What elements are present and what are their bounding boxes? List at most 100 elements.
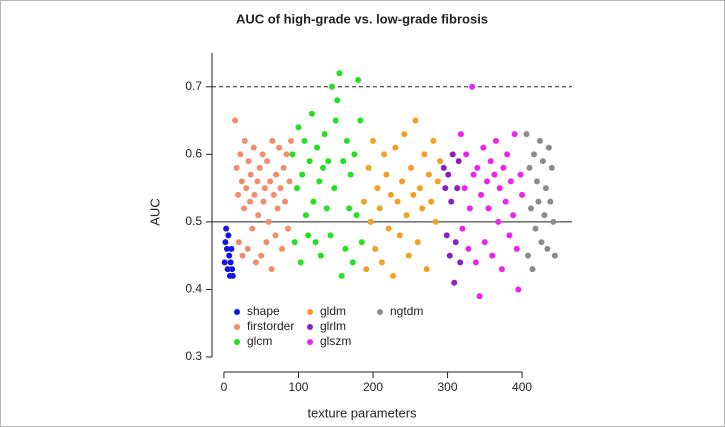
y-tick-label: 0.5	[185, 214, 202, 228]
point	[302, 212, 309, 219]
point	[547, 198, 554, 205]
point	[365, 164, 372, 171]
point	[445, 171, 452, 178]
point	[517, 171, 524, 178]
point	[466, 205, 473, 212]
point	[480, 144, 487, 151]
point	[285, 225, 292, 232]
x-tick-label: 400	[512, 380, 532, 394]
point	[235, 239, 242, 246]
point	[279, 245, 286, 252]
point	[428, 198, 435, 205]
point	[511, 131, 518, 138]
point	[369, 137, 376, 144]
legend-label: glcm	[247, 334, 272, 348]
point	[255, 212, 262, 219]
point	[502, 198, 509, 205]
point	[459, 225, 466, 232]
legend-label: shape	[247, 304, 280, 318]
point	[485, 205, 492, 212]
point	[238, 178, 245, 185]
point	[449, 151, 456, 158]
point	[452, 239, 459, 246]
point	[538, 239, 545, 246]
point	[276, 144, 283, 151]
point	[353, 212, 360, 219]
point	[416, 185, 423, 192]
point	[261, 185, 268, 192]
point	[252, 259, 259, 266]
point	[282, 198, 289, 205]
point	[363, 266, 370, 273]
point	[351, 151, 358, 158]
point	[306, 158, 313, 165]
point	[293, 185, 300, 192]
point	[387, 191, 394, 198]
legend-label: firstorder	[247, 319, 294, 333]
point	[254, 178, 261, 185]
point	[432, 218, 439, 225]
point	[396, 232, 403, 239]
legend-label: gldm	[320, 304, 346, 318]
legend-label: glrlm	[320, 319, 346, 333]
point	[226, 252, 233, 259]
point	[323, 205, 330, 212]
point	[249, 225, 256, 232]
point	[523, 131, 530, 138]
point	[329, 83, 335, 90]
point	[504, 151, 511, 158]
point	[270, 191, 277, 198]
point	[498, 266, 505, 273]
point	[492, 137, 499, 144]
point	[401, 131, 408, 138]
point	[243, 185, 250, 192]
point	[454, 185, 461, 192]
chart-title: AUC of high-grade vs. low-grade fibrosis	[236, 11, 488, 26]
point	[372, 245, 379, 252]
point	[423, 266, 430, 273]
y-axis-label: AUC	[147, 198, 162, 225]
y-tick-label: 0.3	[185, 349, 202, 363]
point	[250, 144, 257, 151]
point	[237, 151, 244, 158]
point	[463, 151, 470, 158]
point	[320, 164, 327, 171]
point	[461, 185, 468, 192]
point	[258, 252, 265, 259]
point	[530, 151, 537, 158]
point	[367, 218, 374, 225]
point	[295, 124, 302, 131]
point	[342, 245, 349, 252]
point	[273, 171, 280, 178]
point	[414, 239, 421, 246]
point	[305, 232, 312, 239]
point	[269, 137, 276, 144]
point	[223, 225, 230, 232]
point	[225, 232, 232, 239]
point	[510, 212, 517, 219]
point	[535, 198, 542, 205]
point	[264, 158, 271, 165]
x-tick-label: 0	[221, 380, 228, 394]
legend-marker	[307, 324, 313, 330]
point	[331, 185, 338, 192]
point	[506, 232, 513, 239]
point	[465, 245, 472, 252]
point	[378, 259, 385, 266]
point	[346, 205, 353, 212]
point	[405, 252, 412, 259]
point	[489, 252, 496, 259]
point	[272, 232, 279, 239]
point	[500, 164, 507, 171]
point	[550, 218, 557, 225]
point	[310, 198, 317, 205]
point	[529, 266, 536, 273]
point	[472, 259, 479, 266]
point	[443, 232, 450, 239]
point	[336, 70, 343, 77]
legend-label: ngtdm	[390, 304, 423, 318]
point	[408, 164, 415, 171]
point	[507, 178, 514, 185]
point	[515, 286, 522, 293]
point	[469, 83, 476, 90]
